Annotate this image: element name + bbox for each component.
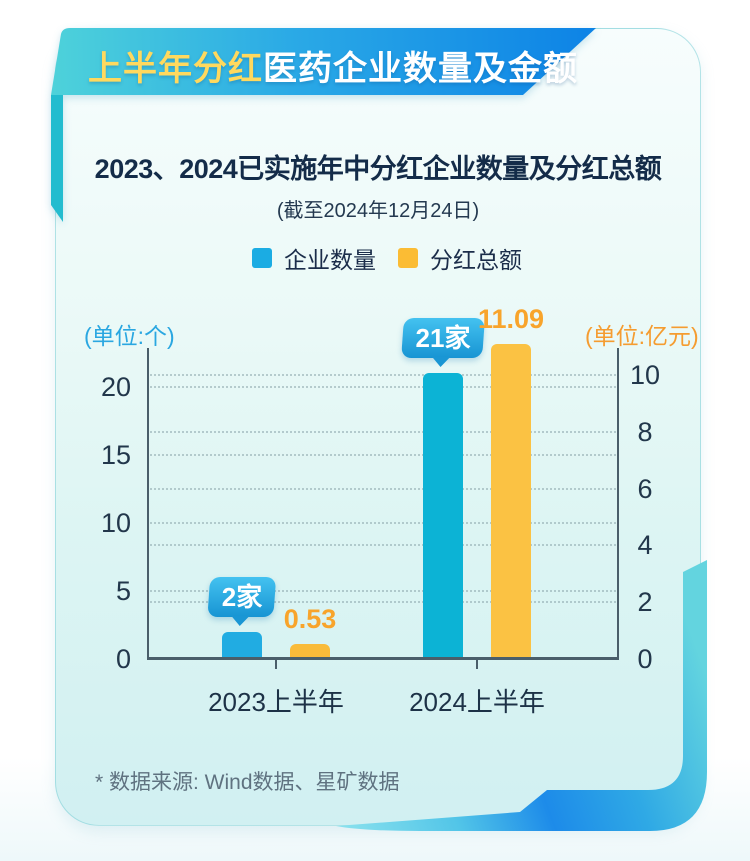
page-subtitle: (截至2024年12月24日)	[276, 200, 480, 222]
gridline-right-6	[150, 487, 616, 490]
bar-企业数量-2024上半年	[423, 373, 463, 659]
axis-tick-label-left-10: 10	[100, 508, 131, 538]
axis-tick-label-right-2: 2	[637, 587, 653, 618]
legend-swatch-blue	[252, 248, 272, 268]
axis-tick-label-right-8: 8	[637, 416, 653, 447]
x-axis-line	[147, 657, 619, 660]
gridline-right-10	[150, 374, 616, 376]
bar-分红总额-2023上半年	[290, 643, 330, 659]
y-axis-line-right	[617, 348, 619, 660]
legend-label-companies: 企业数量	[284, 247, 376, 273]
right-axis-unit: (单位:亿元)	[585, 323, 699, 349]
banner-title: 上半年分红医药企业数量及金额	[88, 41, 578, 90]
content-card	[55, 28, 701, 826]
legend-label-dividend: 分红总额	[430, 247, 522, 273]
axis-tick-label-left-0: 0	[115, 644, 131, 674]
left-axis-unit: (单位:个)	[84, 323, 175, 349]
banner-rest-text: 医药企业数量及金额	[263, 50, 578, 88]
gridline-right-2	[150, 601, 616, 604]
y-axis-line-left	[147, 348, 149, 660]
axis-tick-label-right-0: 0	[637, 644, 653, 674]
data-label-bubble: 2家	[207, 576, 277, 617]
category-label: 2023上半年	[208, 687, 344, 717]
data-label-bubble-text: 2家	[221, 581, 263, 612]
legend-item-dividend: 分红总额	[398, 246, 522, 273]
gridline-left-15	[150, 454, 616, 456]
page-title: 2023、2024已实施年中分红企业数量及分红总额	[94, 154, 662, 184]
legend-item-companies: 企业数量	[252, 246, 376, 273]
gridline-left-5	[150, 590, 616, 592]
axis-tick-label-left-15: 15	[100, 440, 131, 470]
data-label-text: 11.09	[477, 304, 545, 335]
gridline-right-4	[150, 544, 616, 547]
bar-分红总额-2024上半年	[491, 344, 531, 659]
data-label-text: 0.53	[283, 603, 337, 634]
category-label: 2024上半年	[409, 687, 545, 717]
legend-swatch-yellow	[398, 248, 418, 268]
gridline-right-8	[150, 430, 616, 433]
footnote: * 数据来源: Wind数据、星矿数据	[95, 771, 400, 794]
axis-tick-label-right-10: 10	[629, 360, 661, 390]
data-label-bubble: 21家	[401, 318, 485, 359]
banner-ribbon-shape	[51, 28, 596, 222]
axis-tick-label-left-5: 5	[115, 576, 131, 606]
banner-highlight-text: 上半年分红	[88, 50, 263, 88]
axis-tick-label-right-6: 6	[637, 473, 653, 504]
axis-tick-mark	[476, 660, 478, 669]
gridline-left-10	[150, 522, 616, 524]
axis-tick-label-left-20: 20	[100, 372, 131, 402]
gridline-left-20	[150, 386, 616, 388]
bar-企业数量-2023上半年	[222, 631, 262, 659]
axis-tick-label-right-4: 4	[637, 530, 653, 561]
axis-tick-mark	[275, 660, 277, 669]
data-label-bubble-text: 21家	[415, 323, 471, 354]
